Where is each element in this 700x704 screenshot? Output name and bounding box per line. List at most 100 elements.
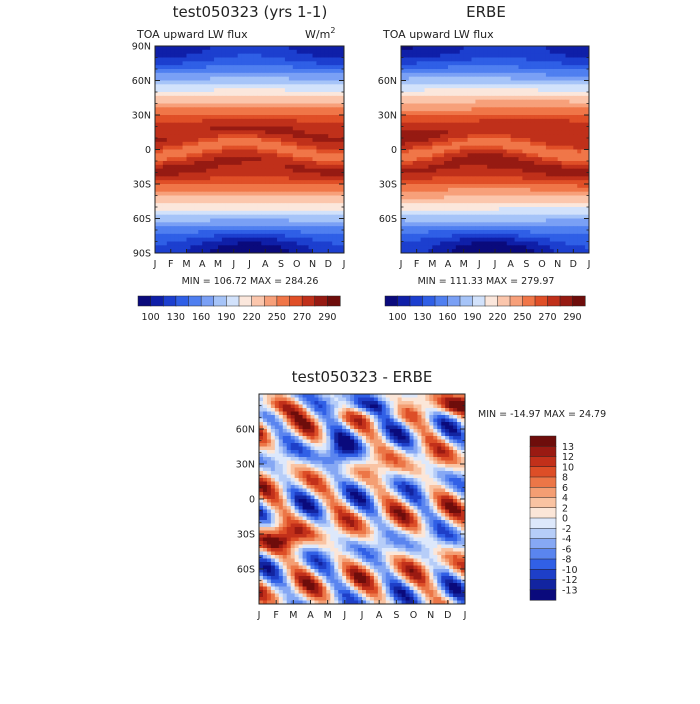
heatmap-cell [202, 203, 206, 207]
heatmap-cell [202, 77, 206, 81]
heatmap-cell [483, 219, 487, 223]
heatmap-cell [175, 188, 179, 192]
heatmap-cell [577, 134, 581, 138]
heatmap-cell [452, 77, 456, 81]
heatmap-cell [468, 107, 472, 111]
heatmap-cell [206, 242, 210, 246]
heatmap-cell [475, 73, 479, 77]
heatmap-cell [316, 199, 320, 203]
heatmap-cell [277, 115, 281, 119]
heatmap-cell [234, 188, 238, 192]
heatmap-cell [316, 230, 320, 234]
heatmap-cell [246, 211, 250, 215]
heatmap-cell [198, 176, 202, 180]
heatmap-cell [301, 100, 305, 104]
heatmap-cell [289, 73, 293, 77]
heatmap-cell [218, 96, 222, 100]
heatmap-cell [265, 65, 269, 69]
heatmap-cell [554, 50, 558, 54]
heatmap-cell [475, 203, 479, 207]
heatmap-cell [301, 245, 305, 249]
heatmap-cell [472, 88, 476, 92]
heatmap-cell [468, 81, 472, 85]
heatmap-cell [448, 50, 452, 54]
heatmap-cell [242, 88, 246, 92]
heatmap-cell [309, 173, 313, 177]
heatmap-cell [577, 88, 581, 92]
heatmap-cell [273, 61, 277, 65]
heatmap-cell [289, 173, 293, 177]
heatmap-cell [542, 146, 546, 150]
heatmap-cell [534, 81, 538, 85]
heatmap-cell [214, 104, 218, 108]
heatmap-cell [324, 134, 328, 138]
heatmap-cell [301, 58, 305, 62]
heatmap-cell [577, 142, 581, 146]
heatmap-cell [194, 92, 198, 96]
heatmap-cell [522, 127, 526, 131]
heatmap-cell [183, 173, 187, 177]
heatmap-cell [242, 169, 246, 173]
heatmap-cell [444, 119, 448, 123]
heatmap-cell [175, 184, 179, 188]
colorbar-swatch [214, 296, 227, 306]
heatmap-cell [183, 207, 187, 211]
heatmap-cell [511, 222, 515, 226]
heatmap-cell [409, 176, 413, 180]
heatmap-cell [581, 65, 585, 69]
heatmap-cell [175, 111, 179, 115]
heatmap-cell [491, 215, 495, 219]
heatmap-cell [159, 169, 163, 173]
heatmap-cell [250, 127, 254, 131]
heatmap-cell [242, 215, 246, 219]
heatmap-cell [538, 157, 542, 161]
heatmap-cell [534, 61, 538, 65]
heatmap-cell [238, 146, 242, 150]
heatmap-cell [332, 173, 336, 177]
heatmap-cell [448, 111, 452, 115]
heatmap-cell [265, 146, 269, 150]
heatmap-cell [324, 245, 328, 249]
heatmap-cell [472, 81, 476, 85]
heatmap-cell [519, 96, 523, 100]
heatmap-cell [464, 54, 468, 58]
heatmap-cell [491, 138, 495, 142]
heatmap-cell [328, 188, 332, 192]
heatmap-cell [230, 65, 234, 69]
heatmap-cell [289, 199, 293, 203]
heatmap-cell [417, 77, 421, 81]
heatmap-cell [242, 123, 246, 127]
heatmap-cell [511, 192, 515, 196]
heatmap-cell [155, 92, 159, 96]
heatmap-cell [456, 127, 460, 131]
heatmap-cell [242, 69, 246, 73]
heatmap-cell [167, 169, 171, 173]
heatmap-cell [554, 138, 558, 142]
heatmap-cell [297, 176, 301, 180]
heatmap-cell [269, 84, 273, 88]
heatmap-cell [464, 92, 468, 96]
heatmap-cell [206, 130, 210, 134]
heatmap-cell [472, 92, 476, 96]
heatmap-cell [269, 157, 273, 161]
heatmap-cell [336, 46, 340, 50]
heatmap-cell [171, 104, 175, 108]
heatmap-cell [226, 111, 230, 115]
heatmap-cell [210, 115, 214, 119]
heatmap-cell [421, 65, 425, 69]
heatmap-cell [569, 142, 573, 146]
heatmap-cell [226, 219, 230, 223]
heatmap-cell [250, 238, 254, 242]
heatmap-cell [226, 207, 230, 211]
heatmap-cell [417, 130, 421, 134]
heatmap-cell [472, 203, 476, 207]
heatmap-cell [336, 226, 340, 230]
heatmap-cell [440, 127, 444, 131]
heatmap-cell [187, 61, 191, 65]
heatmap-cell [530, 196, 534, 200]
heatmap-cell [206, 230, 210, 234]
heatmap-cell [206, 184, 210, 188]
heatmap-cell [265, 219, 269, 223]
heatmap-cell [550, 161, 554, 165]
